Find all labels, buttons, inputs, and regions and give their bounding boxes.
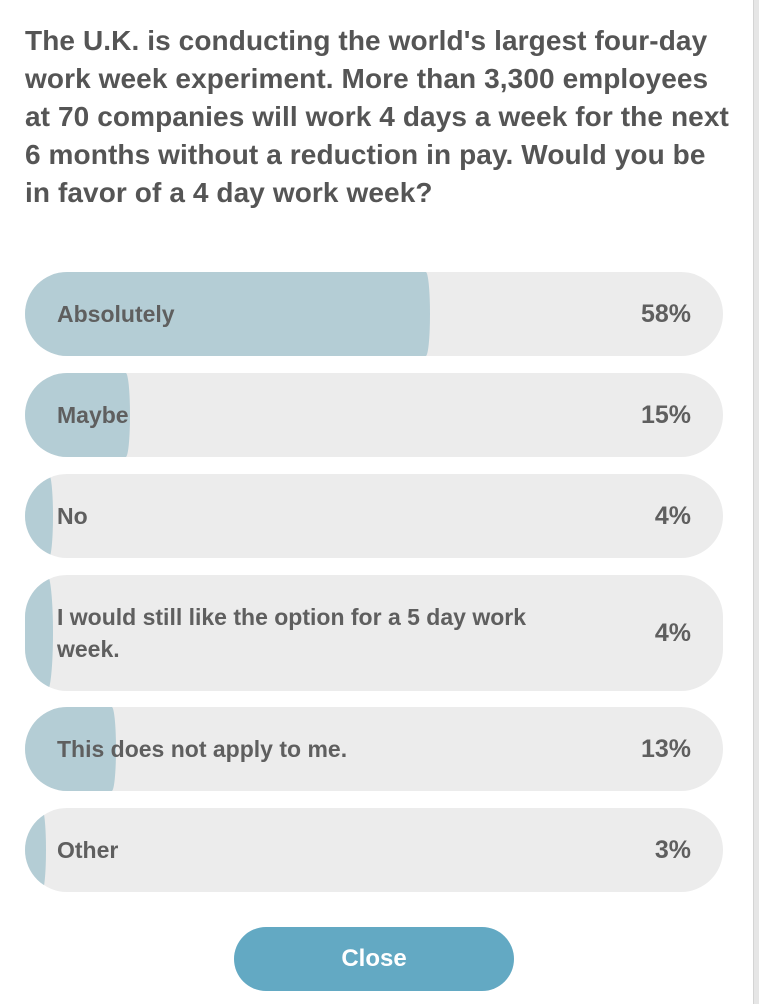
option-percent: 4% <box>654 618 691 647</box>
result-bar-fill <box>25 373 130 457</box>
result-bar-fill <box>25 474 53 558</box>
option-percent: 3% <box>654 835 691 864</box>
result-bar-fill <box>25 707 116 791</box>
option-label: Maybe <box>57 402 129 428</box>
poll-option-maybe[interactable]: Maybe 15% <box>25 373 723 457</box>
result-bar-fill <box>25 272 430 356</box>
scrollbar-track[interactable] <box>753 0 759 1004</box>
option-label: This does not apply to me. <box>57 736 348 762</box>
poll-option-absolutely[interactable]: Absolutely 58% <box>25 272 723 356</box>
option-percent: 13% <box>640 734 691 763</box>
poll-results: Absolutely 58% Maybe 15% No 4% I would s… <box>25 272 723 909</box>
option-label: Other <box>57 837 119 863</box>
option-label: Absolutely <box>57 301 175 327</box>
poll-option-five-day-option[interactable]: I would still like the option for a 5 da… <box>25 575 723 691</box>
option-percent: 15% <box>640 400 691 429</box>
poll-question: The U.K. is conducting the world's large… <box>25 25 729 208</box>
poll-option-other[interactable]: Other 3% <box>25 808 723 892</box>
poll-option-does-not-apply[interactable]: This does not apply to me. 13% <box>25 707 723 791</box>
result-bar-fill <box>25 808 46 892</box>
result-bar-fill <box>25 575 53 691</box>
option-label: No <box>57 503 88 529</box>
close-button[interactable]: Close <box>234 927 514 991</box>
option-percent: 58% <box>640 299 691 328</box>
option-percent: 4% <box>654 501 691 530</box>
poll-option-no[interactable]: No 4% <box>25 474 723 558</box>
option-label: I would still like the option for a 5 da… <box>57 604 527 662</box>
